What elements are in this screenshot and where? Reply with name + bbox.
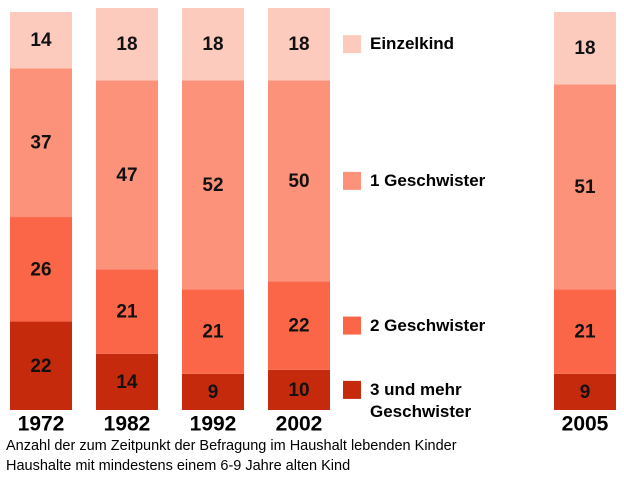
bar-segment <box>554 289 616 374</box>
legend-label: 1 Geschwister <box>370 170 486 190</box>
bar-segment <box>554 84 616 290</box>
value-label: 9 <box>208 382 219 403</box>
bar-segment <box>10 12 72 69</box>
legend-label: 3 und mehr Geschwister <box>370 379 472 421</box>
value-label: 37 <box>30 133 51 154</box>
legend-swatch <box>343 35 361 54</box>
x-tick-label: 2002 <box>276 413 323 436</box>
bar-segment <box>182 289 244 374</box>
bar-segment <box>10 217 72 322</box>
bar-segment <box>96 80 158 270</box>
x-tick-label: 1972 <box>18 413 65 436</box>
value-label: 22 <box>288 316 309 337</box>
legend-swatch <box>343 380 361 399</box>
value-label: 10 <box>288 380 309 401</box>
bar-segment <box>554 12 616 85</box>
value-label: 47 <box>116 165 137 186</box>
bar-segment <box>10 68 72 218</box>
value-label: 50 <box>288 171 309 192</box>
bar-segment <box>182 8 244 81</box>
value-label: 18 <box>288 34 309 55</box>
bar-segment <box>268 369 330 410</box>
value-label: 14 <box>30 30 52 51</box>
legend-label: Einzelkind <box>370 34 455 54</box>
bar-segment <box>96 353 158 410</box>
value-label: 14 <box>116 372 138 393</box>
value-label: 18 <box>202 34 223 55</box>
bar-segment <box>10 321 72 410</box>
value-label: 21 <box>202 322 224 343</box>
value-label: 22 <box>30 356 51 377</box>
legend-label: 2 Geschwister <box>370 315 486 335</box>
value-label: 18 <box>574 38 595 59</box>
bar-segment <box>182 80 244 290</box>
bar-segment <box>96 8 158 81</box>
note: Anzahl der zum Zeitpunkt der Befragung i… <box>6 438 457 454</box>
bar-segment <box>554 373 616 410</box>
x-tick-label: 1992 <box>190 413 237 436</box>
bar-segment <box>182 373 244 410</box>
bar-segment <box>268 281 330 370</box>
value-label: 52 <box>202 175 223 196</box>
value-label: 9 <box>580 382 591 403</box>
value-label: 51 <box>574 177 596 198</box>
value-label: 26 <box>30 259 51 280</box>
legend-swatch <box>343 316 361 335</box>
note: Haushalte mit mindestens einem 6-9 Jahre… <box>6 458 351 474</box>
value-label: 21 <box>574 322 596 343</box>
value-label: 21 <box>116 302 138 323</box>
legend-swatch <box>343 171 361 190</box>
x-tick-label: 2005 <box>562 413 609 436</box>
bar-segment <box>268 80 330 282</box>
value-label: 18 <box>116 34 137 55</box>
bar-segment <box>96 269 158 354</box>
bar-segment <box>268 8 330 81</box>
x-tick-label: 1982 <box>104 413 151 436</box>
